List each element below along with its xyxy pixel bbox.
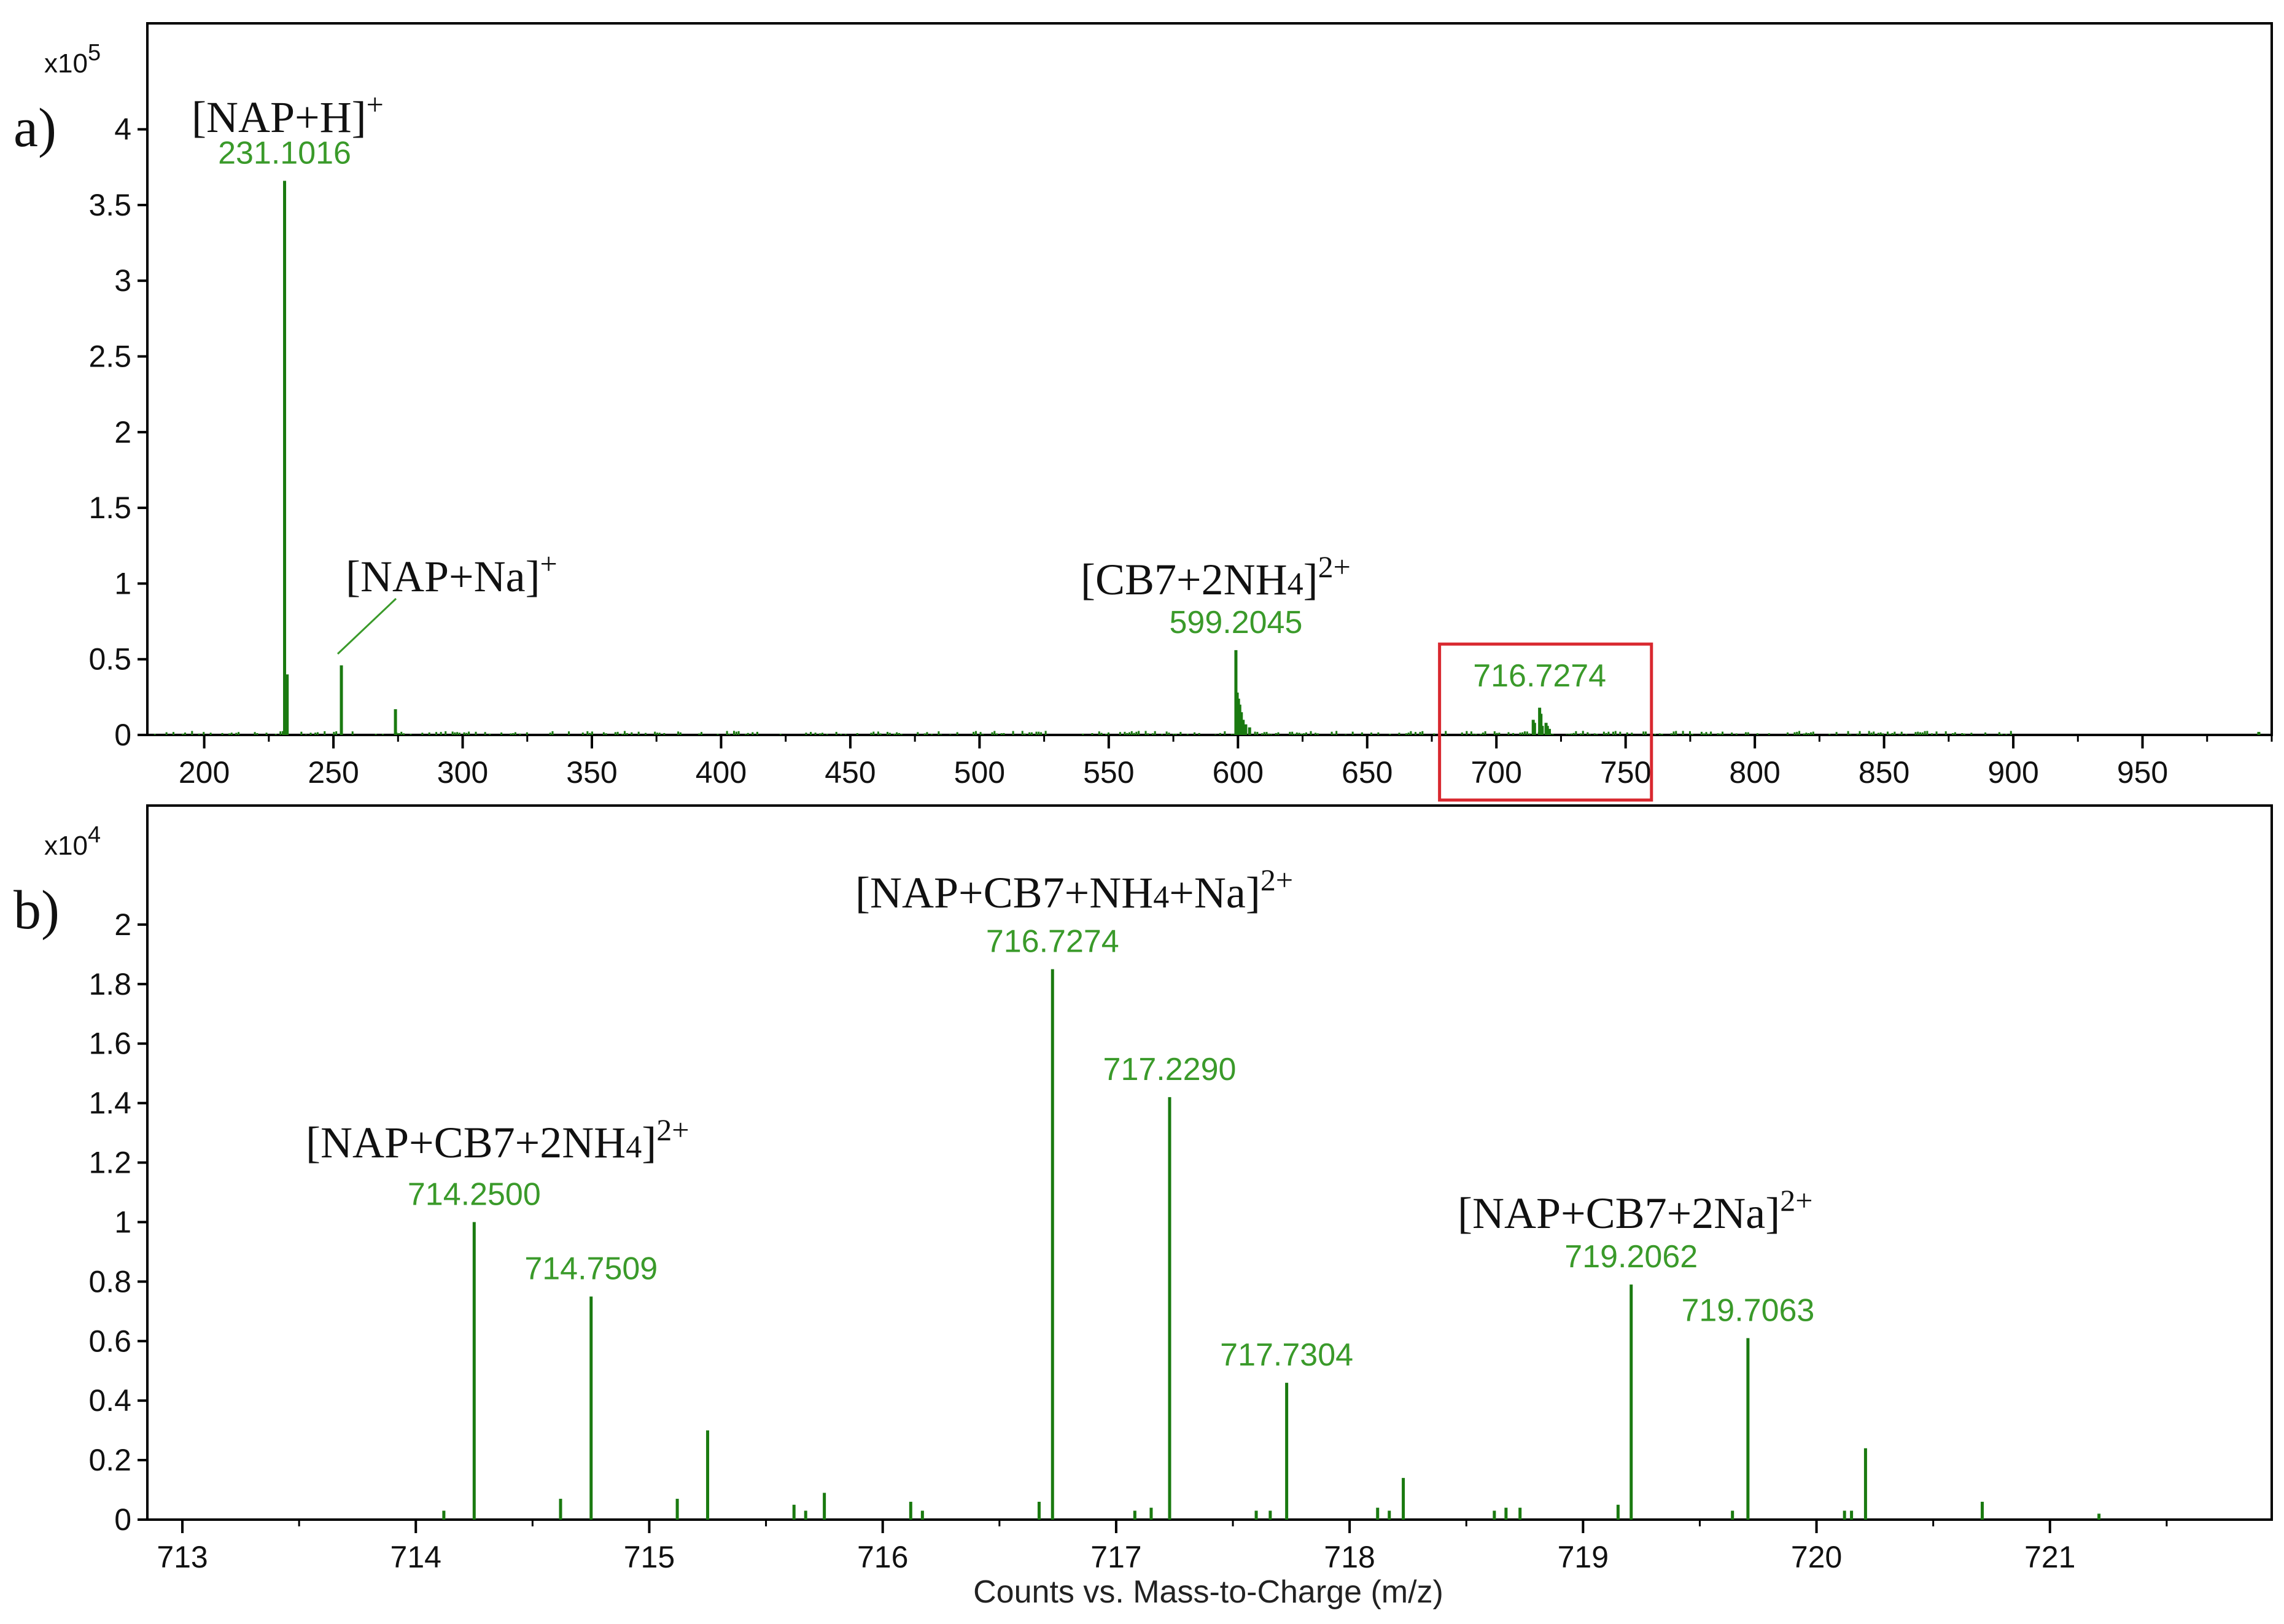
panel-a-xtick-label: 400 — [696, 755, 747, 790]
panel-a-xtick-label: 850 — [1859, 755, 1909, 790]
panel-b-xtick-label: 720 — [1791, 1540, 1842, 1574]
panel-b-xtick-label: 718 — [1324, 1540, 1375, 1574]
panel-b-ytick-label: 0.6 — [88, 1324, 131, 1358]
panel-b-ytick-label: 2 — [114, 907, 131, 942]
panel-b-xtick-label: 719 — [1558, 1540, 1609, 1574]
panel-a-ytick-label: 3.5 — [88, 188, 131, 222]
panel-a-ytick-label: 1 — [114, 566, 131, 600]
panel-b-panel-label: b) — [14, 880, 60, 941]
panel-b-ytick-label: 0 — [114, 1502, 131, 1537]
panel-b-xtick-label: 716 — [857, 1540, 908, 1574]
panel-a-xtick-label: 200 — [179, 755, 230, 790]
panel-a-xtick-label: 250 — [308, 755, 359, 790]
panel-a-xtick-label: 750 — [1600, 755, 1651, 790]
panel-a-xtick-label: 300 — [437, 755, 488, 790]
panel-a-xtick-label: 450 — [825, 755, 876, 790]
x-axis-label: Counts vs. Mass-to-Charge (m/z) — [973, 1574, 1443, 1610]
panel-a-peak-label: 716.7274 — [1473, 658, 1606, 694]
panel-a-panel-label: a) — [14, 98, 56, 158]
panel-a-xtick-label: 650 — [1342, 755, 1393, 790]
panel-a-y-multiplier: x105 — [44, 40, 101, 79]
panel-a-annotation-leader — [336, 597, 397, 655]
panel-a-xtick-label: 550 — [1083, 755, 1134, 790]
panel-b-ytick-label: 0.4 — [88, 1383, 131, 1418]
panel-a-annotation: [NAP+H]+ — [192, 87, 384, 142]
panel-a-xtick-label: 600 — [1213, 755, 1264, 790]
panel-b-peak-label: 714.2500 — [408, 1176, 541, 1212]
panel-a-xtick-label: 350 — [566, 755, 617, 790]
panel-b-xtick-label: 717 — [1090, 1540, 1141, 1574]
panel-b-peak-label: 716.7274 — [986, 924, 1119, 960]
panel-b-peak-label: 719.2062 — [1564, 1239, 1698, 1275]
panel-b-annotation: [NAP+CB7+NH4+Na]2+ — [855, 863, 1293, 917]
panel-b-annotation: [NAP+CB7+2Na]2+ — [1458, 1183, 1812, 1238]
panel-b-xtick-label: 714 — [390, 1540, 441, 1574]
panel-b-ytick-label: 0.8 — [88, 1264, 131, 1299]
panel-b-xtick-label: 715 — [624, 1540, 675, 1574]
panel-a-peak-label: 231.1016 — [218, 135, 351, 171]
panel-b-peak-label: 717.2290 — [1103, 1052, 1237, 1087]
panel-a-zoom-highlight-box — [1438, 642, 1653, 802]
panel-a-ytick-label: 1.5 — [88, 491, 131, 525]
panel-b-annotation: [NAP+CB7+2NH4]2+ — [306, 1113, 689, 1167]
panel-a-ytick-label: 0.5 — [88, 642, 131, 677]
panel-a-ytick-label: 3 — [114, 263, 131, 298]
panel-a-ytick-label: 2.5 — [88, 340, 131, 374]
panel-a-peak-label: 599.2045 — [1170, 605, 1303, 640]
panel-a-xtick-label: 950 — [2117, 755, 2168, 790]
panel-b-peak-label: 719.7063 — [1681, 1292, 1814, 1328]
panel-a-ytick-label: 0 — [114, 718, 131, 752]
panel-b-ytick-label: 1 — [114, 1205, 131, 1239]
panel-a-annotation: [CB7+2NH4]2+ — [1081, 550, 1351, 604]
panel-b-ytick-label: 1.6 — [88, 1027, 131, 1061]
panel-a-xtick-label: 700 — [1471, 755, 1522, 790]
panel-b-peak-label: 717.7304 — [1220, 1337, 1353, 1373]
panel-b-ytick-label: 1.2 — [88, 1146, 131, 1180]
panel-b-peak-label: 714.7509 — [524, 1251, 658, 1287]
panel-a-ytick-label: 4 — [114, 112, 131, 147]
panel-b-ytick-label: 1.4 — [88, 1086, 131, 1121]
panel-b-xtick-label: 721 — [2024, 1540, 2075, 1574]
panel-b-xtick-label: 713 — [157, 1540, 208, 1574]
panel-b-ytick-label: 1.8 — [88, 967, 131, 1001]
panel-a-xtick-label: 800 — [1729, 755, 1780, 790]
panel-a-annotation: [NAP+Na]+ — [346, 546, 557, 601]
panel-a-xtick-label: 900 — [1987, 755, 2038, 790]
panel-a-xtick-label: 500 — [954, 755, 1005, 790]
panel-a-ytick-label: 2 — [114, 415, 131, 449]
panel-a-plot-frame — [146, 22, 2273, 736]
panel-b-ytick-label: 0.2 — [88, 1443, 131, 1477]
panel-b-y-multiplier: x104 — [44, 822, 101, 861]
